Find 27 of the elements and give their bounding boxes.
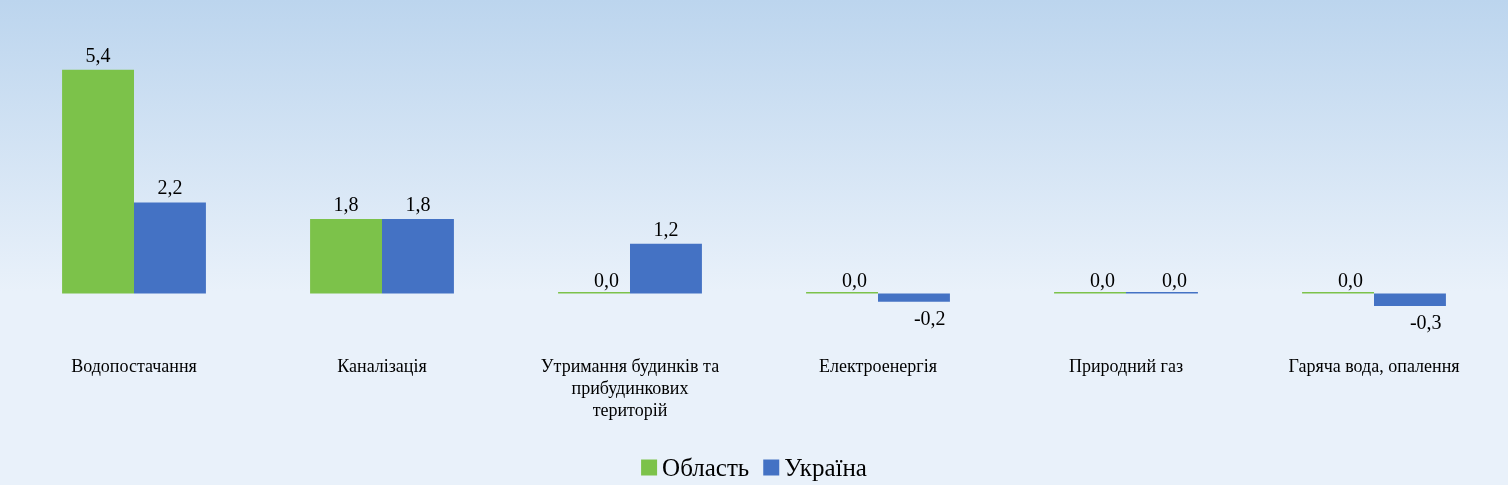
x-tick-label: Гаряча вода, опалення bbox=[1288, 356, 1460, 376]
data-label: -0,3 bbox=[1409, 311, 1442, 333]
x-tick-label: Утримання будинків та прибудинкових територій bbox=[540, 356, 720, 420]
bar bbox=[62, 69, 134, 294]
bar bbox=[310, 219, 382, 294]
data-label: 5,4 bbox=[85, 43, 111, 66]
bar bbox=[1374, 293, 1446, 306]
bar bbox=[134, 202, 206, 294]
bar bbox=[878, 293, 950, 302]
data-label: 0,0 bbox=[842, 269, 868, 292]
x-tick-label: Електроенергія bbox=[818, 356, 938, 376]
data-label: 0,0 bbox=[594, 269, 620, 292]
data-label: 1,2 bbox=[653, 217, 679, 240]
data-label: -0,2 bbox=[913, 306, 946, 329]
data-label: 0,0 bbox=[1338, 269, 1364, 292]
x-tick-label: Природний газ bbox=[1068, 356, 1184, 376]
legend-label: Область bbox=[662, 454, 750, 481]
legend-label: Україна bbox=[784, 454, 867, 481]
data-label: 2,2 bbox=[157, 176, 183, 199]
x-tick-label: Каналізація bbox=[337, 356, 427, 376]
bar bbox=[630, 243, 702, 294]
data-label: 1,8 bbox=[405, 193, 431, 215]
data-label: 0,0 bbox=[1090, 269, 1116, 292]
bar bbox=[382, 219, 454, 294]
data-label: 1,8 bbox=[333, 193, 359, 215]
x-tick-label: Водопостачання bbox=[71, 356, 197, 376]
data-label: 0,0 bbox=[1161, 269, 1187, 292]
